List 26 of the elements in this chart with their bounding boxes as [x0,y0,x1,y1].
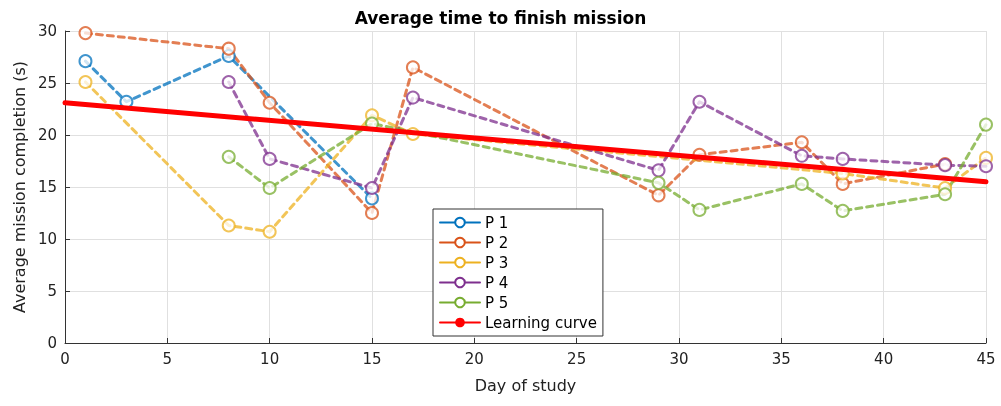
y-tick-label: 5 [47,282,57,300]
x-tick-label: 30 [669,349,689,368]
x-tick-label: 35 [771,349,791,368]
x-tick-label: 0 [60,349,70,368]
x-axis-title: Day of study [474,375,577,395]
y-tick-label: 20 [37,126,57,144]
y-tick-label: 10 [37,230,57,248]
x-tick-label: 20 [464,349,484,368]
legend-label: P 2 [485,233,509,252]
x-tick-label: 10 [260,349,280,368]
legend-label: P 1 [485,213,509,232]
legend-label: P 5 [485,293,509,312]
legend-label: Learning curve [485,313,597,332]
x-tick-label: 40 [874,349,894,368]
legend-label: P 4 [485,273,509,292]
x-tick-label: 15 [362,349,382,368]
y-tick-label: 30 [37,22,57,40]
chart-title: Average time to finish mission [354,7,647,28]
x-tick-label: 25 [567,349,587,368]
y-tick-label: 25 [37,74,57,92]
y-axis-title: Average mission completion (s) [9,60,29,314]
y-tick-label: 0 [47,334,57,352]
x-tick-label: 5 [162,349,173,368]
legend-label: P 3 [485,253,509,272]
x-tick-label: 45 [976,349,996,368]
y-tick-label: 15 [37,178,57,196]
